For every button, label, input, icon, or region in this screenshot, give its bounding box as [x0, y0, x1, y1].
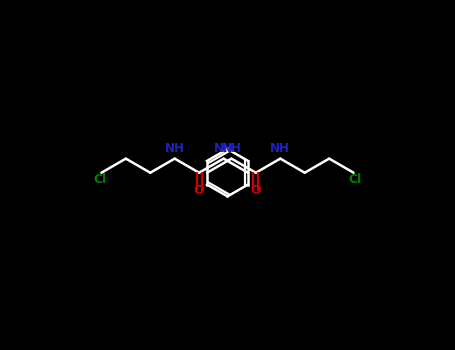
Text: NH: NH — [165, 142, 185, 155]
Text: NH: NH — [270, 142, 290, 155]
Text: O: O — [194, 183, 204, 196]
Text: NH: NH — [213, 142, 233, 155]
Text: NH: NH — [222, 142, 242, 155]
Text: Cl: Cl — [93, 173, 106, 186]
Text: O: O — [251, 183, 261, 196]
Text: Cl: Cl — [349, 173, 362, 186]
